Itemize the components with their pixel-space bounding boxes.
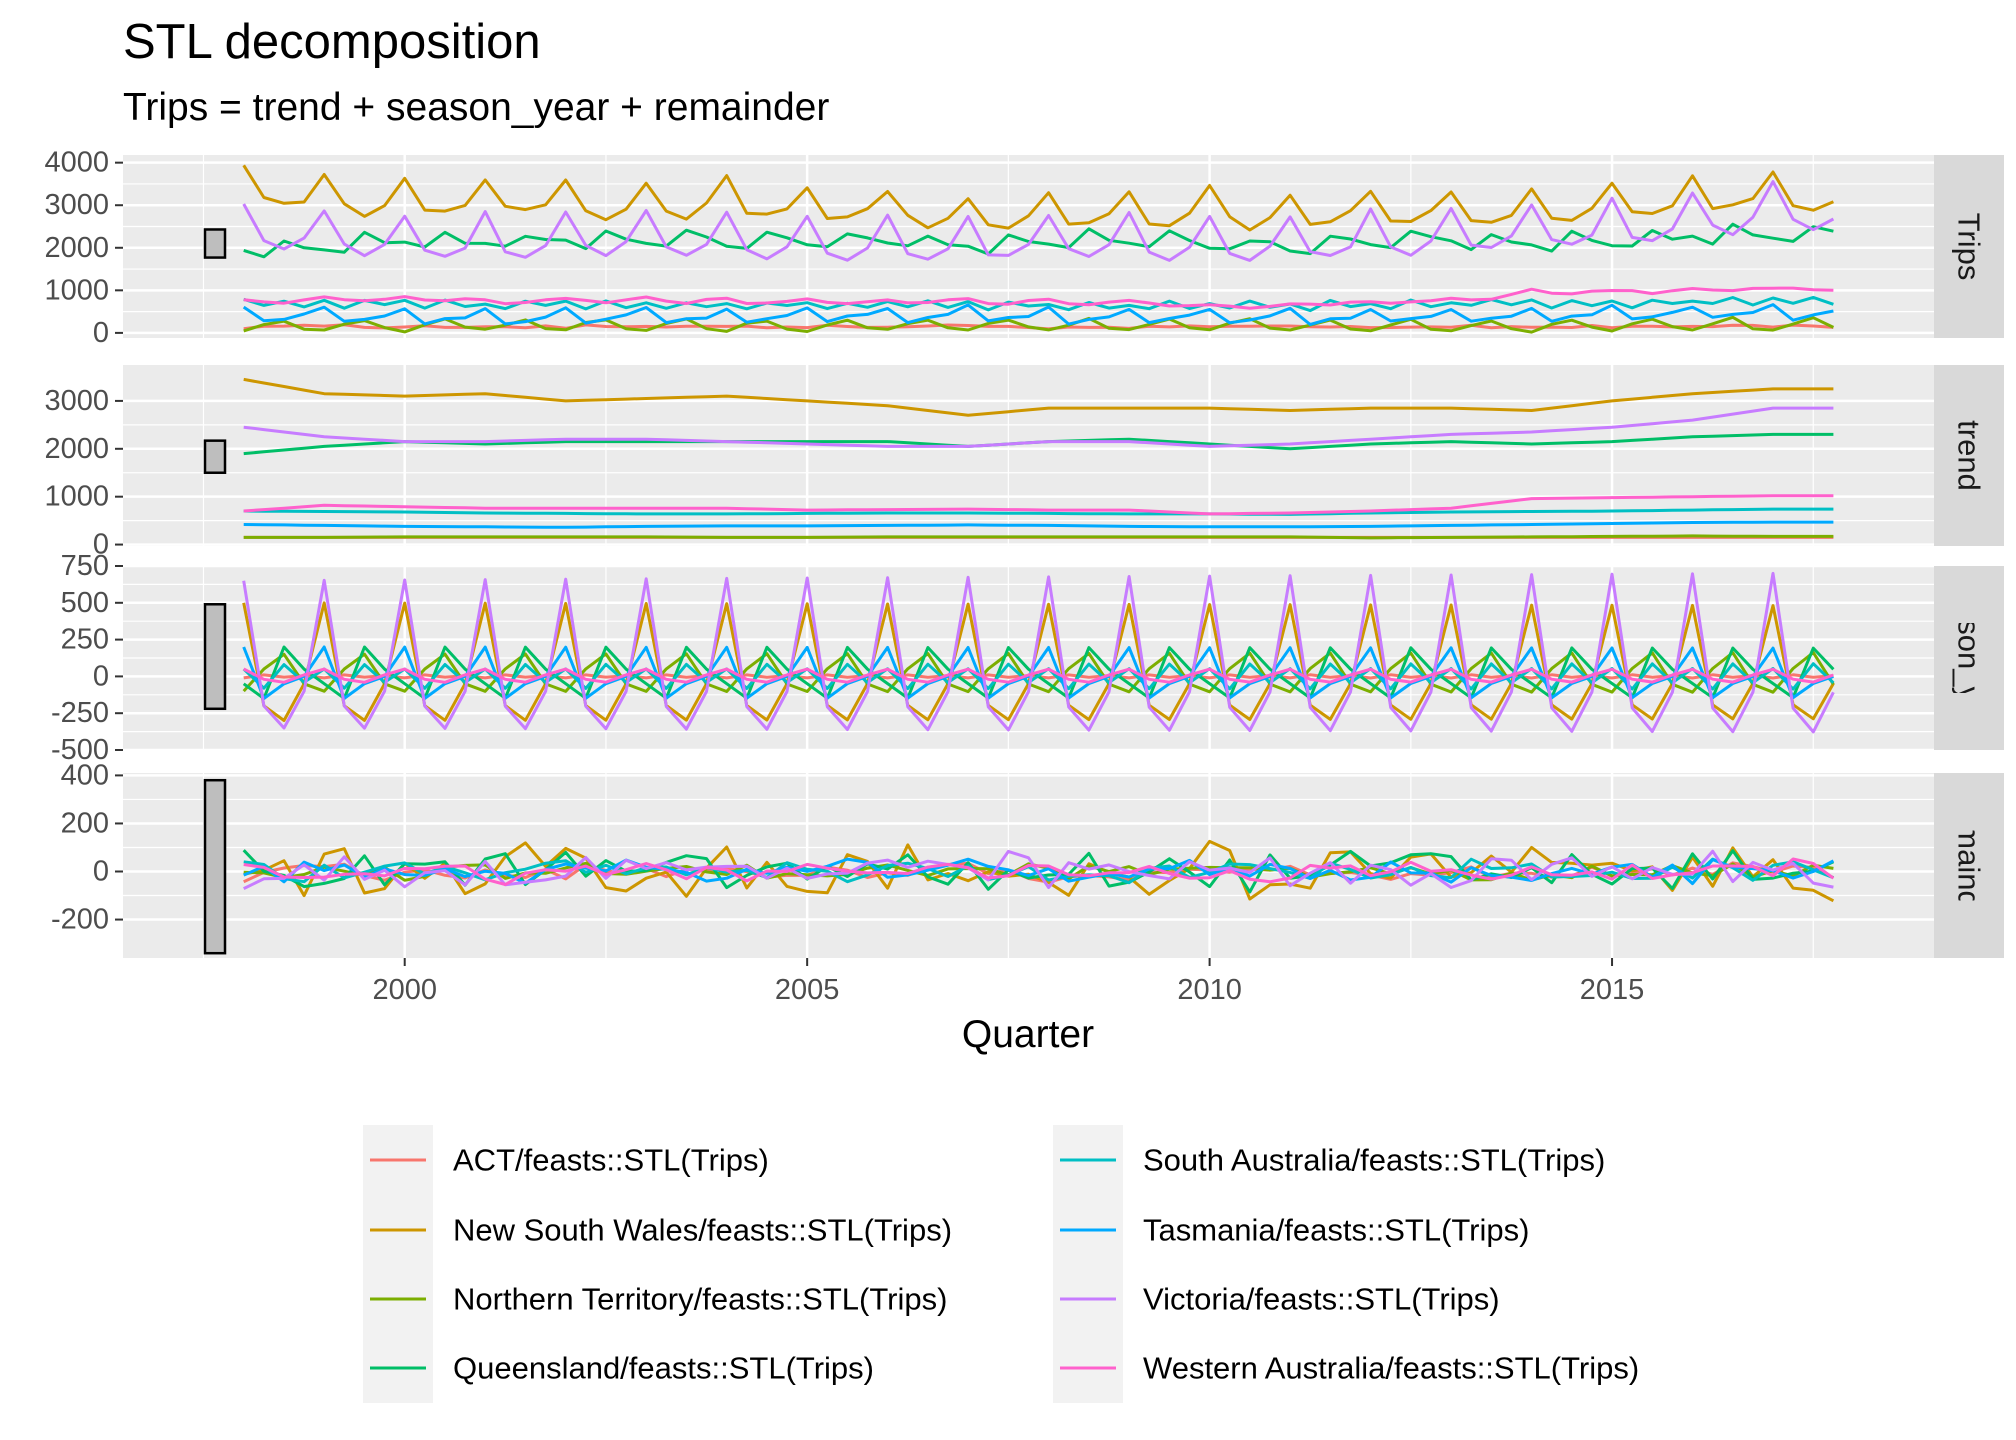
series-line-new-south-wales — [242, 164, 1834, 232]
x-tick-label: 2015 — [1580, 974, 1645, 1006]
scale-bar — [203, 603, 227, 711]
series-line-south-australia — [242, 662, 1835, 691]
legend-label: ACT/feasts::STL(Trips) — [453, 1143, 769, 1178]
strip-label: remainder — [1952, 796, 1987, 936]
legend-item: New South Wales/feasts::STL(Trips) — [363, 1195, 952, 1265]
chart-subtitle: Trips = trend + season_year + remainder — [123, 86, 829, 129]
series-line-victoria — [243, 406, 1834, 448]
panel-background — [123, 365, 1934, 546]
legend-label: Queensland/feasts::STL(Trips) — [453, 1351, 874, 1386]
series-line-northern-territory — [243, 534, 1834, 540]
y-tick-label: -500 — [51, 734, 109, 766]
y-tick-label: 1000 — [44, 481, 109, 513]
legend-label: Tasmania/feasts::STL(Trips) — [1143, 1213, 1529, 1248]
y-tick-label: -200 — [51, 904, 109, 936]
legend-item: Western Australia/feasts::STL(Trips) — [1053, 1333, 1639, 1403]
strip-label: Trips — [1952, 213, 1987, 281]
series-line-western-australia — [243, 494, 1834, 516]
y-tick-label: 3000 — [44, 385, 109, 417]
series-line-victoria — [243, 849, 1834, 890]
strip-label: trend — [1952, 420, 1987, 491]
panel-Trips: 0 1000 2000 3000 4000 Trips — [44, 147, 2004, 349]
series-line-victoria — [242, 180, 1835, 262]
y-tick-label: 500 — [61, 587, 109, 619]
panel-trend: 0 1000 2000 3000 trend — [44, 365, 2004, 561]
strip-background — [1934, 566, 2004, 750]
series-lines — [242, 839, 1835, 903]
x-axis: 2000 2005 2010 2015 — [372, 958, 1644, 1006]
strip-label: season_year — [1952, 569, 1987, 747]
series-line-western-australia — [243, 286, 1834, 310]
legend-item: Northern Territory/feasts::STL(Trips) — [363, 1264, 947, 1334]
legend-item: South Australia/feasts::STL(Trips) — [1053, 1125, 1605, 1195]
series-lines — [243, 377, 1834, 540]
y-tick-label: 0 — [93, 529, 109, 561]
x-tick-label: 2000 — [372, 974, 437, 1006]
legend-label: Northern Territory/feasts::STL(Trips) — [453, 1282, 947, 1317]
y-tick-label: 2000 — [44, 232, 109, 264]
y-tick-label: 250 — [61, 624, 109, 656]
legend-item: Tasmania/feasts::STL(Trips) — [1053, 1195, 1529, 1265]
x-tick-label: 2010 — [1177, 974, 1242, 1006]
x-tick-label: 2005 — [775, 974, 840, 1006]
y-tick-label: 400 — [61, 759, 109, 791]
x-axis-title: Quarter — [962, 1013, 1094, 1056]
facet-strip: trend — [1934, 365, 2004, 546]
series-line-queensland — [243, 222, 1834, 259]
series-line-south-australia — [243, 295, 1834, 313]
legend-item: Queensland/feasts::STL(Trips) — [363, 1333, 874, 1403]
legend-item: ACT/feasts::STL(Trips) — [363, 1125, 769, 1195]
y-tick-label: 2000 — [44, 433, 109, 465]
strip-background — [1934, 773, 2004, 958]
legend-label: Western Australia/feasts::STL(Trips) — [1143, 1351, 1639, 1386]
strip-background — [1934, 155, 2004, 338]
y-tick-label: 0 — [93, 856, 109, 888]
chart-title: STL decomposition — [123, 15, 541, 69]
y-tick-label: 4000 — [44, 147, 109, 179]
legend-item: Victoria/feasts::STL(Trips) — [1053, 1264, 1500, 1334]
legend-label: South Australia/feasts::STL(Trips) — [1143, 1143, 1605, 1178]
facet-panels: 01000200030004000Trips0100020003000trend… — [44, 147, 2004, 958]
legend: ACT/feasts::STL(Trips)New South Wales/fe… — [363, 1125, 1639, 1403]
facet-strip: Trips — [1934, 155, 2004, 338]
legend-label: Victoria/feasts::STL(Trips) — [1143, 1282, 1500, 1317]
series-line-new-south-wales — [243, 839, 1835, 903]
y-tick-label: -250 — [51, 697, 109, 729]
facet-strip: season_year — [1934, 566, 2004, 750]
series-line-tasmania — [242, 645, 1834, 700]
series-line-new-south-wales — [243, 377, 1834, 417]
y-tick-label: 1000 — [44, 274, 109, 306]
series-line-south-australia — [243, 507, 1834, 516]
y-tick-label: 0 — [93, 317, 109, 349]
strip-background — [1934, 365, 2004, 546]
series-line-tasmania — [242, 303, 1834, 326]
scale-bar — [203, 778, 227, 955]
y-tick-label: 0 — [93, 660, 109, 692]
legend-label: New South Wales/feasts::STL(Trips) — [453, 1213, 952, 1248]
scale-bar — [203, 439, 227, 474]
panel-background — [123, 155, 1934, 338]
y-tick-label: 200 — [61, 807, 109, 839]
panel-season-year: -500 -250 0 250 500 750 season_year — [51, 550, 2004, 766]
series-lines — [242, 164, 1835, 334]
series-line-western-australia — [243, 667, 1834, 684]
scale-bar — [203, 228, 227, 259]
y-tick-label: 750 — [61, 550, 109, 582]
facet-strip: remainder — [1934, 773, 2004, 958]
panel-remainder: -200 0 200 400 remainder — [51, 759, 2004, 958]
series-line-victoria — [242, 571, 1835, 734]
series-line-tasmania — [243, 520, 1834, 529]
series-lines — [242, 571, 1835, 734]
series-line-western-australia — [243, 857, 1835, 886]
y-tick-label: 3000 — [44, 189, 109, 221]
